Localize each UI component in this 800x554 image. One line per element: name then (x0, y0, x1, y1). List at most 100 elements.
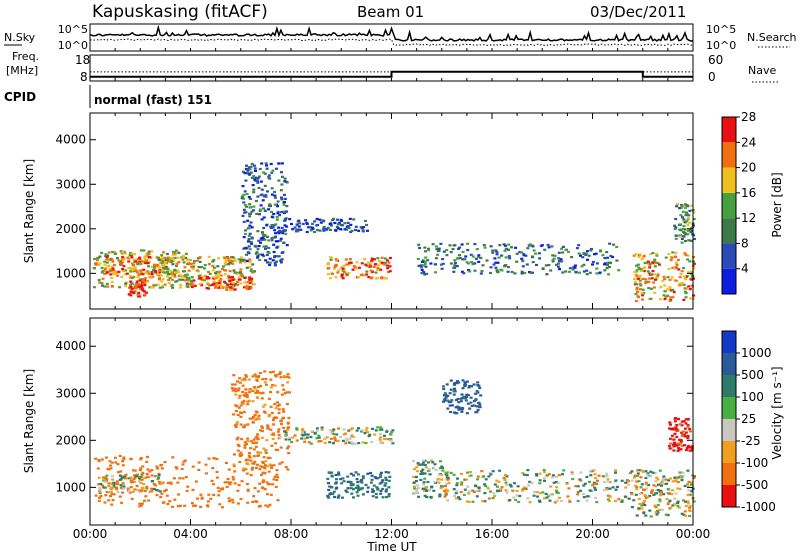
scatter-cell (242, 193, 246, 196)
scatter-cell (522, 473, 526, 476)
scatter-cell (493, 483, 497, 486)
scatter-cell (479, 394, 483, 397)
scatter-cell (249, 440, 253, 443)
scatter-cell (280, 183, 284, 186)
scatter-cell (682, 283, 686, 286)
scatter-cell (673, 432, 677, 435)
scatter-cell (526, 247, 530, 250)
scatter-cell (526, 497, 530, 500)
scatter-cell (156, 263, 160, 267)
scatter-cell (476, 408, 480, 412)
scatter-cell (658, 509, 661, 512)
scatter-cell (279, 237, 283, 240)
scatter-cell (684, 422, 688, 425)
scatter-cell (250, 176, 254, 179)
scatter-cell (683, 484, 687, 488)
scatter-cell (680, 479, 684, 482)
scatter-cell (111, 478, 115, 481)
scatter-cell (376, 268, 380, 271)
scatter-cell (606, 480, 610, 483)
scatter-cell (361, 475, 365, 478)
scatter-cell (230, 259, 234, 263)
scatter-cell (265, 253, 269, 257)
scatter-cell (237, 258, 241, 261)
scatter-cell (566, 250, 570, 253)
scatter-cell (453, 262, 457, 265)
scatter-cell (121, 491, 125, 494)
scatter-cell (242, 399, 246, 403)
nave-label: Nave (748, 64, 776, 77)
scatter-cell (119, 484, 123, 487)
scatter-cell (573, 264, 577, 267)
scatter-cell (283, 197, 287, 200)
scatter-cell (126, 256, 130, 259)
scatter-cell (192, 279, 196, 282)
scatter-cell (183, 459, 187, 462)
scatter-cell (136, 473, 140, 476)
scatter-cell (355, 261, 359, 264)
scatter-cell (271, 437, 275, 440)
scatter-cell (192, 259, 196, 263)
scatter-cell (467, 262, 470, 265)
scatter-cell (266, 261, 270, 264)
scatter-cell (252, 209, 255, 212)
scatter-cell (508, 257, 512, 260)
scatter-cell (203, 275, 207, 278)
scatter-cell (110, 461, 114, 464)
scatter-cell (317, 436, 321, 439)
scatter-cell (275, 469, 279, 472)
scatter-cell (571, 477, 575, 481)
scatter-cell (235, 423, 239, 426)
y-tick-label: 2000 (55, 433, 86, 447)
colorbar-frame (721, 116, 737, 295)
scatter-cell (150, 265, 154, 268)
scatter-cell (668, 437, 672, 440)
scatter-cell (120, 263, 124, 266)
scatter-cell (303, 440, 307, 443)
scatter-cell (250, 162, 254, 166)
scatter-cell (206, 505, 210, 508)
scatter-cell (266, 456, 270, 459)
scatter-cell (675, 435, 679, 438)
scatter-cell (670, 256, 674, 259)
scatter-cell (142, 268, 146, 271)
scatter-cell (565, 482, 569, 485)
scatter-cell (381, 496, 385, 499)
scatter-cell (174, 249, 178, 252)
scatter-cell (350, 434, 354, 437)
scatter-cell (220, 285, 224, 288)
beam-title: Beam 01 (357, 3, 424, 21)
scatter-cell (272, 416, 276, 420)
scatter-cell (614, 479, 618, 482)
scatter-cell (216, 265, 220, 268)
scatter-cell (332, 490, 336, 493)
scatter-cell (313, 230, 317, 234)
x-axis-tick-labels: 00:00 04:00 08:00 12:00 16:00 20:00 00:00 (73, 527, 711, 541)
scatter-cell (102, 476, 105, 479)
scatter-cell (276, 205, 279, 208)
scatter-cell (231, 383, 234, 386)
scatter-cell (101, 284, 104, 287)
scatter-cell (268, 261, 272, 264)
scatter-cell (122, 458, 126, 461)
scatter-cell (214, 285, 218, 288)
scatter-cell (256, 181, 260, 184)
scatter-region (240, 162, 289, 267)
scatter-cell (208, 284, 212, 287)
scatter-cell (684, 514, 688, 517)
scatter-cell (609, 254, 613, 258)
scatter-cell (262, 410, 266, 413)
scatter-cell (479, 256, 483, 260)
scatter-cell (463, 478, 467, 481)
colorbar-tick-label: 1000 (741, 346, 772, 360)
scatter-cell (298, 222, 301, 225)
scatter-cell (264, 464, 267, 467)
scatter-cell (271, 226, 275, 229)
scatter-cell (184, 475, 188, 479)
scatter-cell (116, 471, 120, 474)
scatter-cell (376, 277, 379, 280)
scatter-cell (667, 252, 671, 256)
scatter-cell (473, 243, 477, 246)
